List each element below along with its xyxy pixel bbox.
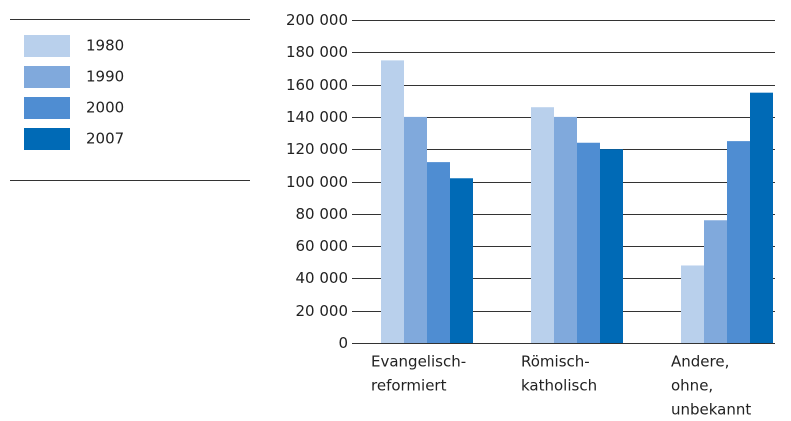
x-tick-label: Evangelisch- <box>371 353 466 371</box>
bar <box>381 60 404 343</box>
legend-label: 2007 <box>86 130 124 148</box>
bar <box>681 265 704 343</box>
bar <box>450 178 473 343</box>
bar <box>531 107 554 344</box>
y-tick-label: 0 <box>338 334 348 352</box>
y-tick-label: 140 000 <box>286 108 348 126</box>
x-tick-label: unbekannt <box>671 401 751 419</box>
legend-swatch <box>24 97 70 119</box>
legend-swatch <box>24 35 70 57</box>
y-tick-label: 160 000 <box>286 76 348 94</box>
y-tick-label: 200 000 <box>286 11 348 29</box>
y-tick-label: 80 000 <box>296 205 349 223</box>
x-tick-label: Andere, <box>671 353 729 371</box>
legend-label: 1990 <box>86 68 124 86</box>
bar <box>554 116 577 344</box>
y-tick-label: 120 000 <box>286 140 348 158</box>
legend-swatch <box>24 128 70 150</box>
bar <box>600 149 623 343</box>
x-tick-label: ohne, <box>671 377 713 395</box>
x-tick-label: Römisch- <box>521 353 590 371</box>
legend-swatch <box>24 66 70 88</box>
bar <box>427 162 450 343</box>
bar <box>577 142 600 343</box>
legend-label: 1980 <box>86 37 124 55</box>
y-tick-label: 20 000 <box>296 302 349 320</box>
bar <box>404 116 427 344</box>
bar <box>750 92 773 343</box>
y-tick-label: 100 000 <box>286 173 348 191</box>
y-tick-label: 60 000 <box>296 237 349 255</box>
bar <box>727 141 750 343</box>
legend-label: 2000 <box>86 99 124 117</box>
y-tick-label: 40 000 <box>296 269 349 287</box>
x-tick-label: reformiert <box>371 377 447 395</box>
x-tick-label: katholisch <box>521 377 597 395</box>
y-tick-label: 180 000 <box>286 43 348 61</box>
bar <box>704 220 727 343</box>
